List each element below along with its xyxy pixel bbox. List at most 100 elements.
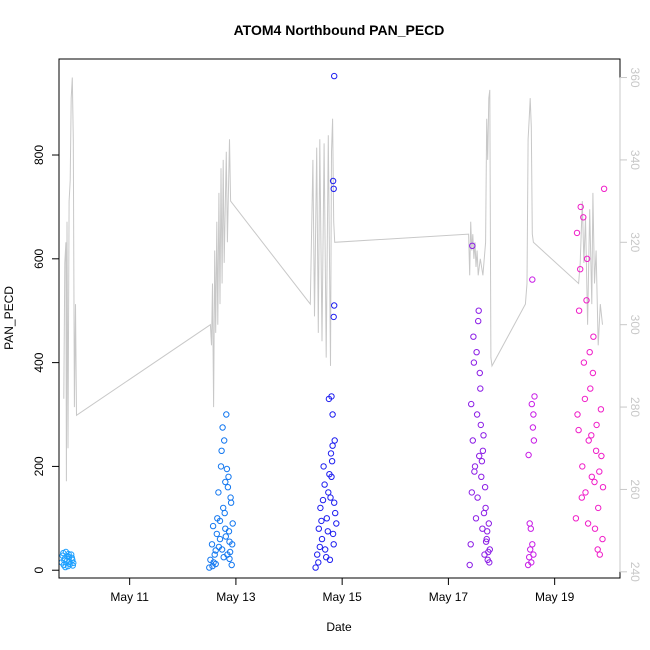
data-point [225,473,232,480]
x-tick-label: May 11 [110,590,149,604]
data-point [575,307,583,314]
data-point [468,489,475,496]
data-point [315,525,322,532]
data-point [470,359,478,366]
data-point [593,421,600,429]
data-point [226,555,233,562]
data-point [583,297,590,304]
data-point [528,400,535,408]
data-point [325,489,332,496]
y-tick-label: 600 [32,248,46,268]
data-point [466,561,473,569]
data-point [330,313,337,321]
data-point [480,509,488,517]
x-axis-label: Date [326,620,352,634]
data-point [330,185,337,193]
y2-tick-label: 320 [628,232,642,252]
data-point [581,395,589,403]
data-point [208,541,216,548]
data-point [477,385,484,392]
data-point [599,484,607,491]
data-point [529,276,536,283]
data-point [583,255,591,262]
data-point [529,541,536,548]
data-point [597,406,605,413]
data-point [331,302,338,309]
data-point [329,442,336,449]
data-point [591,525,599,532]
data-point [475,307,482,314]
data-point [483,535,490,543]
data-point [468,400,475,408]
data-point [577,203,584,211]
data-point [221,509,228,517]
data-point [469,242,476,250]
y-axis: 0 200 400 600 800 [32,145,60,574]
data-point [221,437,228,444]
y2-tick-label: 280 [628,397,642,417]
data-point [589,369,597,377]
data-point [227,499,235,506]
data-point [595,504,602,512]
data-point [530,437,538,444]
data-point [312,564,319,571]
data-point [590,333,597,340]
data-point [68,554,76,561]
data-point [223,465,231,473]
data-point [474,494,481,501]
data-point [582,489,589,496]
data-point [213,530,221,538]
data-point [318,535,326,543]
data-point [479,447,487,454]
data-point [573,229,581,237]
data-point [315,559,322,566]
data-point [229,520,236,527]
data-point [317,504,324,512]
data-point [598,452,605,460]
data-point [327,450,335,457]
data-point [206,564,213,571]
data-point [600,185,608,193]
x-tick-label: May 15 [322,590,362,604]
data-point [527,525,534,532]
data-point [319,496,327,504]
data-point [215,489,222,496]
data-point [217,463,225,470]
data-point [470,333,477,340]
data-point [482,538,490,545]
data-point [328,458,336,465]
secondary-line-layer [63,77,603,482]
data-point [224,484,232,491]
data-point [477,421,484,429]
data-point [531,393,538,400]
data-point [212,547,219,554]
data-point [584,520,592,527]
data-point [572,515,580,522]
data-point [328,393,335,400]
points-layer [58,72,608,571]
x-axis: May 11 May 13 May 15 May 17 May 19 [110,577,575,604]
secondary-series-line [63,77,603,482]
data-point [530,551,537,558]
data-point [65,550,72,558]
data-point [586,349,593,356]
data-point [574,411,581,418]
data-point [529,424,537,431]
data-point [476,369,483,377]
chart-title: ATOM4 Northbound PAN_PECD [234,22,445,38]
x-tick-label: May 17 [429,590,469,604]
y-tick-label: 800 [32,145,46,165]
data-point [223,411,230,418]
data-point [596,468,603,475]
data-point [473,411,481,418]
data-point [228,561,235,569]
x-tick-label: May 19 [535,590,575,604]
data-point [578,494,585,501]
data-point [229,541,236,548]
data-point [62,563,69,571]
data-point [324,528,331,535]
data-point [215,543,223,551]
data-point [332,509,339,517]
data-point [323,554,330,561]
